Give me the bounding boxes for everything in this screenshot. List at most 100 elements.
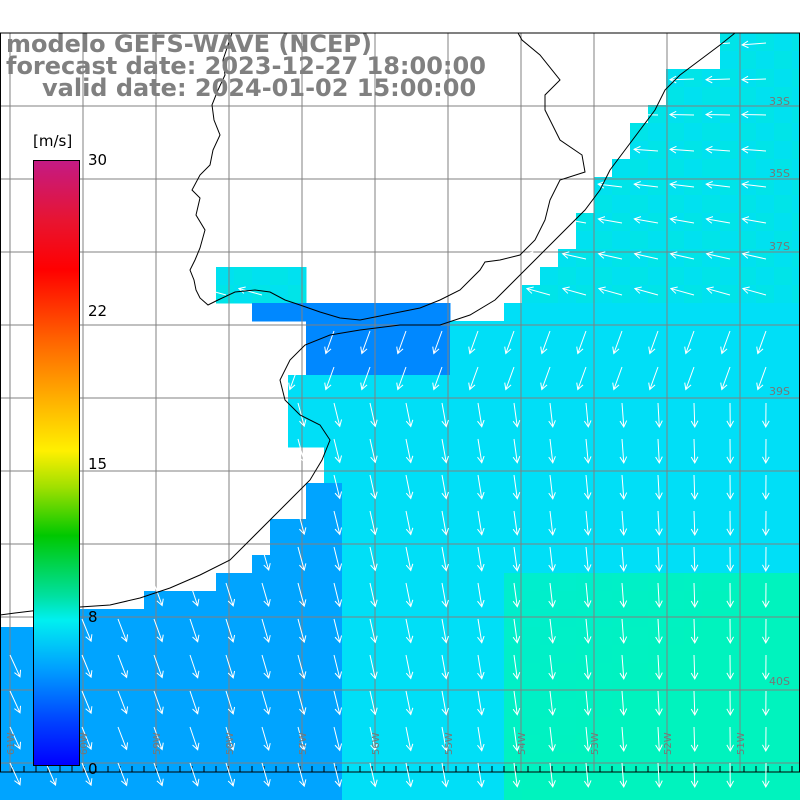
- wind-speed-cell: [720, 33, 739, 52]
- wind-speed-cell: [306, 663, 325, 682]
- wind-speed-cell: [594, 177, 613, 196]
- longitude-label: 52W: [663, 732, 674, 755]
- wind-speed-cell: [774, 285, 793, 304]
- wind-speed-cell: [288, 429, 307, 448]
- wind-speed-cell: [162, 591, 181, 610]
- wind-arrow: [619, 546, 628, 572]
- wind-speed-cell: [612, 267, 631, 286]
- wind-speed-cell: [612, 375, 631, 394]
- wind-arrow: [669, 145, 695, 154]
- wind-arrow: [369, 510, 378, 536]
- wind-speed-cell: [486, 393, 505, 412]
- wind-arrow: [720, 366, 731, 391]
- latitude-label: 37S: [769, 240, 790, 253]
- wind-speed-cell: [738, 789, 757, 800]
- wind-speed-cell: [360, 483, 379, 502]
- wind-speed-cell: [342, 789, 361, 800]
- wind-speed-cell: [18, 663, 37, 682]
- wind-arrow: [189, 654, 200, 679]
- wind-speed-cell: [306, 699, 325, 718]
- wind-speed-cell: [612, 465, 631, 484]
- wind-speed-cell: [432, 303, 451, 322]
- wind-speed-cell: [738, 609, 757, 628]
- longitude-label: 56W: [371, 732, 382, 755]
- wind-speed-cell: [540, 753, 559, 772]
- wind-speed-cell: [612, 393, 631, 412]
- wind-arrow: [441, 438, 449, 464]
- wind-speed-cell: [630, 735, 649, 754]
- wind-speed-cell: [396, 465, 415, 484]
- wind-speed-cell: [324, 789, 343, 800]
- wind-speed-cell: [738, 339, 757, 358]
- wind-speed-cell: [648, 429, 667, 448]
- wind-speed-cell: [666, 321, 685, 340]
- wind-speed-cell: [720, 501, 739, 520]
- wind-arrow: [762, 474, 770, 501]
- wind-speed-cell: [450, 735, 469, 754]
- wind-speed-cell: [720, 321, 739, 340]
- wind-speed-cell: [630, 141, 649, 160]
- wind-speed-cell: [450, 753, 469, 772]
- wind-speed-cell: [432, 645, 451, 664]
- wind-speed-cell: [648, 555, 667, 574]
- wind-speed-cell: [684, 429, 703, 448]
- wind-arrow: [633, 251, 659, 260]
- wind-speed-cell: [684, 573, 703, 592]
- wind-speed-cell: [702, 537, 721, 556]
- wind-speed-cell: [558, 303, 577, 322]
- wind-speed-cell: [522, 663, 541, 682]
- wind-speed-cell: [576, 609, 595, 628]
- wind-speed-cell: [342, 753, 361, 772]
- wind-speed-cell: [576, 447, 595, 466]
- wind-speed-cell: [558, 717, 577, 736]
- wind-speed-cell: [792, 483, 800, 502]
- wind-speed-cell: [702, 645, 721, 664]
- wind-speed-cell: [648, 609, 667, 628]
- wind-arrow: [655, 654, 663, 681]
- wind-arrow: [477, 582, 485, 608]
- wind-speed-cell: [342, 321, 361, 340]
- wind-speed-cell: [288, 789, 307, 800]
- wind-speed-cell: [738, 573, 757, 592]
- wind-speed-cell: [738, 627, 757, 646]
- wind-arrow: [153, 690, 164, 715]
- wind-speed-cell: [324, 393, 343, 412]
- wind-speed-cell: [396, 789, 415, 800]
- wind-arrow: [583, 726, 592, 752]
- wind-speed-cell: [684, 645, 703, 664]
- wind-arrow: [9, 762, 22, 786]
- wind-speed-cell: [648, 411, 667, 430]
- wind-speed-cell: [738, 87, 757, 106]
- wind-arrow: [648, 366, 659, 391]
- wind-arrow: [619, 618, 628, 644]
- wind-speed-cell: [756, 447, 775, 466]
- wind-arrow: [333, 438, 343, 464]
- wind-speed-cell: [774, 213, 793, 232]
- wind-speed-cell: [162, 663, 181, 682]
- wind-speed-cell: [306, 717, 325, 736]
- wind-speed-cell: [108, 753, 127, 772]
- wind-speed-cell: [540, 717, 559, 736]
- wind-speed-cell: [756, 69, 775, 88]
- wind-speed-cell: [144, 663, 163, 682]
- wind-arrow: [477, 474, 485, 500]
- wind-speed-cell: [612, 177, 631, 196]
- wind-speed-cell: [792, 141, 800, 160]
- wind-speed-cell: [720, 159, 739, 178]
- wind-arrow: [548, 402, 556, 428]
- wind-speed-cell: [522, 285, 541, 304]
- wind-speed-cell: [378, 717, 397, 736]
- wind-speed-cell: [234, 609, 253, 628]
- wind-arrow: [512, 546, 521, 572]
- wind-speed-cell: [612, 717, 631, 736]
- wind-speed-cell: [702, 177, 721, 196]
- wind-speed-cell: [450, 339, 469, 358]
- wind-speed-cell: [756, 645, 775, 664]
- wind-speed-cell: [684, 717, 703, 736]
- wind-arrow: [441, 510, 449, 536]
- wind-speed-cell: [702, 429, 721, 448]
- wind-speed-cell: [198, 591, 217, 610]
- wind-speed-cell: [666, 663, 685, 682]
- wind-arrow: [512, 438, 521, 464]
- wind-arrow: [633, 286, 659, 296]
